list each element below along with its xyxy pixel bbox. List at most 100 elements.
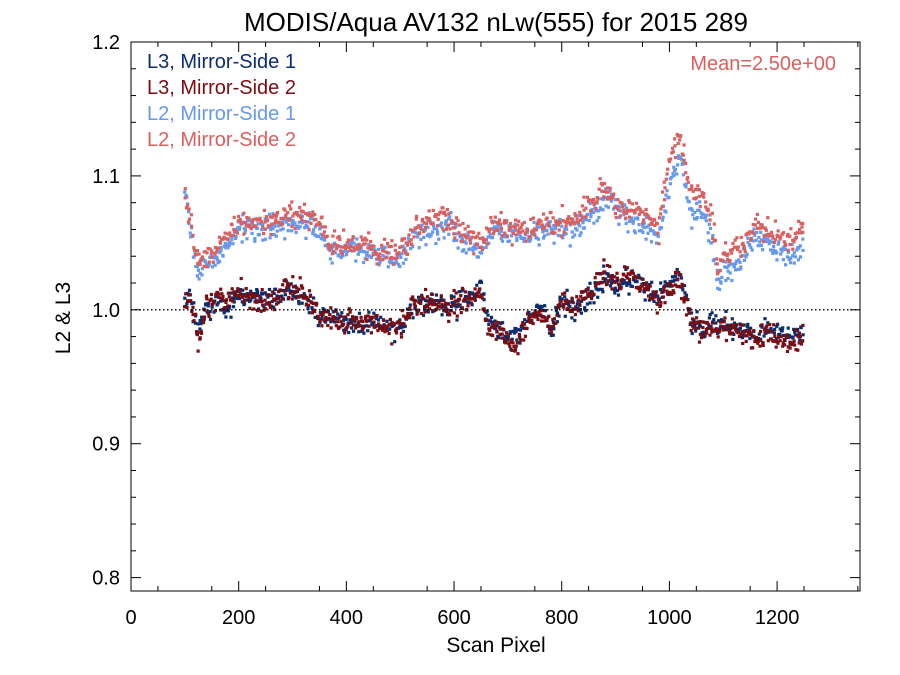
data-point <box>770 330 774 334</box>
data-point <box>666 167 670 171</box>
data-point <box>624 274 628 278</box>
data-point <box>208 255 212 259</box>
data-point <box>329 326 333 330</box>
data-point <box>334 309 338 313</box>
data-point <box>378 252 382 256</box>
data-point <box>279 299 283 303</box>
data-point <box>596 209 600 213</box>
data-point <box>428 235 432 239</box>
data-point <box>697 340 702 344</box>
data-point <box>441 206 445 210</box>
data-point <box>724 325 728 329</box>
data-point <box>392 262 396 266</box>
data-point <box>196 261 200 266</box>
data-point <box>654 292 658 296</box>
data-point <box>724 278 728 283</box>
data-point <box>779 247 783 251</box>
data-point <box>217 235 221 239</box>
data-point <box>264 227 268 231</box>
data-point <box>736 330 740 334</box>
data-point <box>230 223 234 227</box>
data-point <box>576 214 581 218</box>
data-point <box>549 331 554 335</box>
data-point <box>411 229 415 233</box>
data-point <box>713 329 717 333</box>
data-point <box>751 239 755 243</box>
data-point <box>797 246 801 250</box>
data-point <box>270 299 274 304</box>
data-point <box>419 237 423 241</box>
data-point <box>229 315 233 319</box>
data-point <box>365 319 369 323</box>
data-point <box>575 302 579 306</box>
data-point <box>594 209 598 213</box>
data-point <box>497 232 501 236</box>
data-point <box>553 227 557 231</box>
data-point <box>762 237 766 241</box>
data-point <box>198 319 202 323</box>
data-point <box>724 309 728 313</box>
data-point <box>514 228 518 232</box>
data-point <box>256 222 260 226</box>
data-point <box>213 252 217 256</box>
data-point <box>209 297 213 301</box>
data-point <box>767 328 771 333</box>
data-point <box>434 242 438 246</box>
data-point <box>537 221 541 225</box>
data-point <box>297 302 301 306</box>
data-point <box>230 237 234 242</box>
data-point <box>558 221 562 225</box>
data-point <box>322 230 326 234</box>
data-point <box>342 328 346 332</box>
data-point <box>679 276 683 280</box>
data-point <box>406 236 410 240</box>
data-point <box>692 326 696 330</box>
data-point <box>283 278 288 282</box>
data-point <box>210 250 214 254</box>
data-point <box>510 348 514 352</box>
data-point <box>376 324 380 328</box>
data-point <box>726 269 730 273</box>
data-point <box>564 232 568 236</box>
data-point <box>380 246 384 250</box>
data-point <box>312 296 316 300</box>
data-point <box>624 267 628 271</box>
data-point <box>543 319 547 323</box>
data-point <box>684 161 688 166</box>
data-point <box>592 292 596 296</box>
data-point <box>523 318 527 322</box>
data-point <box>568 244 572 248</box>
data-point <box>673 156 677 160</box>
data-point <box>285 286 289 290</box>
data-point <box>394 328 398 332</box>
data-point <box>367 310 371 314</box>
data-point <box>612 192 616 196</box>
data-point <box>628 272 632 276</box>
data-point <box>642 226 646 230</box>
data-point <box>665 290 669 294</box>
data-point <box>294 230 298 235</box>
data-point <box>261 222 265 226</box>
data-point <box>460 240 464 244</box>
data-point <box>549 333 553 338</box>
data-point <box>330 252 334 256</box>
data-point <box>289 216 293 221</box>
data-point <box>287 285 291 289</box>
data-point <box>672 291 676 295</box>
data-point <box>643 298 647 302</box>
data-point <box>799 326 803 330</box>
data-point <box>270 222 274 226</box>
data-point <box>741 341 745 346</box>
data-point <box>237 294 241 298</box>
data-point <box>657 242 661 246</box>
data-point <box>456 304 460 308</box>
data-point <box>370 244 374 248</box>
data-point <box>746 331 750 335</box>
data-point <box>615 276 620 280</box>
data-point <box>690 226 694 230</box>
data-point <box>362 260 366 265</box>
legend-entry: L2, Mirror-Side 1 <box>147 103 296 125</box>
data-point <box>515 237 519 241</box>
data-point <box>321 235 325 239</box>
data-point <box>648 284 652 288</box>
